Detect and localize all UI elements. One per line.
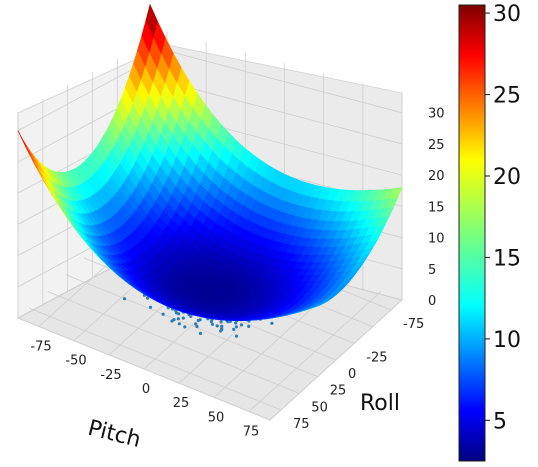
scatter-point — [146, 296, 150, 300]
scatter-point — [234, 325, 238, 329]
roll-tick-label: -25 — [366, 350, 387, 365]
pitch-tick-label: -50 — [65, 354, 86, 369]
scatter-point — [232, 327, 236, 331]
scatter-point — [234, 334, 239, 338]
z-tick-label: 15 — [428, 200, 445, 215]
scatter-point — [183, 325, 187, 329]
roll-axis-label: Roll — [360, 391, 400, 416]
roll-tick-label: 25 — [330, 384, 347, 399]
scatter-point — [170, 319, 174, 323]
scatter-point — [177, 322, 181, 326]
scatter-point — [270, 321, 274, 325]
surface-mesh — [17, 3, 403, 322]
scatter-point — [209, 319, 213, 324]
roll-tick-label: -75 — [403, 317, 424, 332]
pitch-tick-label: 75 — [243, 425, 260, 440]
scatter-point — [177, 312, 181, 316]
z-tick-label: 30 — [428, 107, 445, 122]
z-tick-label: 5 — [428, 263, 436, 278]
pitch-tick-label: -25 — [100, 368, 121, 383]
grid-line — [166, 50, 403, 114]
pitch-tick-label: 50 — [208, 410, 225, 425]
roll-tick-label: 75 — [293, 417, 310, 432]
scatter-point — [215, 324, 219, 328]
colorbar-tick-label: 20 — [493, 165, 521, 190]
grid-line — [28, 307, 282, 411]
scatter-point — [122, 297, 127, 301]
scatter-point — [239, 323, 243, 327]
colorbar-tick-label: 5 — [493, 409, 507, 434]
scatter-point — [198, 331, 203, 335]
colorbar-tick-label: 15 — [493, 246, 521, 271]
scatter-point — [219, 329, 223, 333]
grid-line — [166, 81, 403, 145]
scatter-point — [195, 324, 199, 329]
scatter-point — [189, 314, 193, 318]
colorbar-tick-label: 25 — [493, 84, 521, 109]
scatter-point — [181, 316, 185, 320]
grid-line — [65, 274, 318, 378]
scatter-point — [161, 312, 165, 316]
scatter-point — [194, 322, 198, 326]
scatter-point — [219, 320, 223, 324]
roll-tick-label: 0 — [348, 367, 356, 382]
grid-line — [47, 290, 300, 394]
surface-patch — [389, 187, 403, 199]
z-tick-labels: 0 5 10 15 20 25 30 — [428, 107, 445, 309]
scatter-point — [234, 321, 238, 325]
z-tick-label: 20 — [428, 169, 445, 184]
roll-tick-label: 50 — [311, 400, 328, 415]
colorbar-ticks: 5 10 15 20 25 30 — [485, 2, 521, 434]
scatter-point — [176, 317, 180, 321]
scatter-point — [247, 324, 251, 328]
z-tick-label: 25 — [428, 138, 445, 153]
pitch-tick-label: 25 — [173, 396, 190, 411]
scatter-point — [210, 322, 215, 326]
z-tick-label: 10 — [428, 232, 445, 247]
pitch-tick-label: 0 — [142, 382, 150, 397]
pitch-tick-labels: -75 -50 -25 0 25 50 75 — [30, 340, 259, 440]
colorbar-gradient — [458, 4, 486, 462]
scatter-point — [220, 324, 224, 328]
pitch-tick-label: -75 — [30, 340, 51, 355]
pitch-axis-label: Pitch — [85, 416, 143, 453]
colorbar-tick-label: 30 — [493, 2, 521, 27]
colorbar-tick-label: 10 — [493, 328, 521, 353]
z-tick-label: 0 — [428, 294, 436, 309]
scatter-point — [148, 305, 153, 309]
scatter-point — [198, 318, 202, 322]
colorbar: 5 10 15 20 25 30 — [458, 2, 521, 462]
